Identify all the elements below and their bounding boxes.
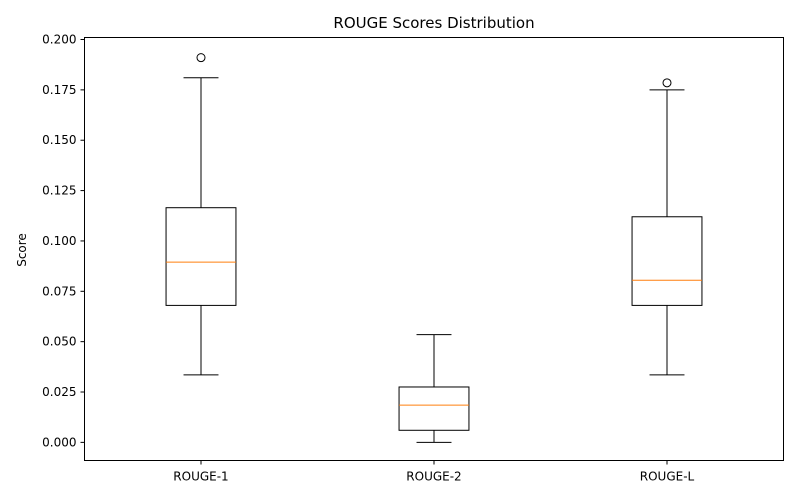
plot-frame <box>84 37 784 461</box>
y-tick-label: 0.025 <box>42 385 76 399</box>
x-tick-label: ROUGE-2 <box>406 470 461 484</box>
y-tick-label: 0.075 <box>42 284 76 298</box>
y-tick-label: 0.100 <box>42 234 76 248</box>
chart-title: ROUGE Scores Distribution <box>333 14 534 32</box>
plot-marks: 0.000 0.025 0.050 0.075 0.100 0.125 0.150 0.175… <box>42 33 703 484</box>
box-iqr <box>398 386 470 431</box>
outlier-point <box>196 53 206 63</box>
y-axis-label: Score <box>15 233 29 267</box>
y-tick-label: 0.000 <box>42 435 76 449</box>
x-tick-label: ROUGE-1 <box>173 470 228 484</box>
box-iqr <box>631 216 703 306</box>
y-tick-label: 0.200 <box>42 33 76 47</box>
y-tick-label: 0.175 <box>42 83 76 97</box>
y-tick-label: 0.050 <box>42 335 76 349</box>
x-tick-label: ROUGE-L <box>640 470 695 484</box>
box-iqr <box>165 207 237 306</box>
y-tick-label: 0.125 <box>42 184 76 198</box>
y-tick-label: 0.150 <box>42 133 76 147</box>
outlier-point <box>662 78 672 88</box>
